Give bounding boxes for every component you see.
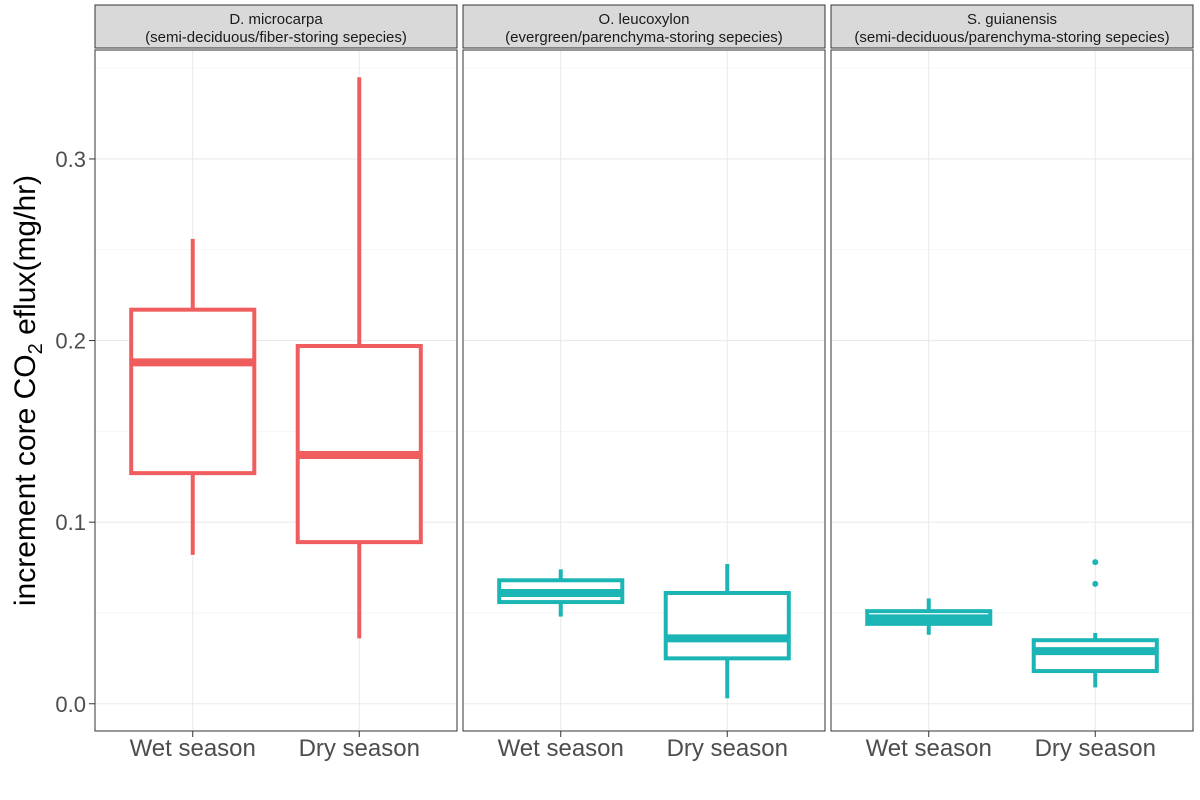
y-axis-label-part: increment core CO [9,354,42,606]
box-iqr [1031,638,1159,674]
panel-background [831,50,1193,731]
facet-subtitle: (semi-deciduous/fiber-storing sepecies) [145,29,407,46]
y-tick-label: 0.2 [55,329,86,354]
box-wet-season [497,569,625,617]
facet-strip [830,4,1194,49]
facet-subtitle: (evergreen/parenchyma-storing sepecies) [505,29,783,46]
facet-title: O. leucoxylon [599,11,690,28]
facet-strip [94,4,458,49]
facet-title: S. guianensis [967,11,1057,28]
box-wet-season [865,598,993,635]
panel-border [94,49,458,732]
y-axis-label-part: eflux(mg/hr) [9,175,42,343]
x-tick-label: Wet season [130,735,256,762]
box-wet-season [129,238,257,555]
y-axis-label-subscript: 2 [25,343,47,354]
x-tick-label: Dry season [667,735,788,762]
outlier-point [1092,580,1099,587]
box-iqr [663,590,791,661]
facet-subtitle: (semi-deciduous/parenchyma-storing sepec… [854,29,1169,46]
facet-panel: D. microcarpa(semi-deciduous/fiber-stori… [94,4,458,762]
facet-strip [462,4,826,49]
y-tick-label: 0.0 [55,692,86,717]
facet-title: D. microcarpa [229,11,323,28]
y-axis-title: increment core CO2 eflux(mg/hr) [9,175,47,606]
y-tick-label: 0.1 [55,510,86,535]
x-tick-label: Dry season [299,735,420,762]
x-tick-label: Wet season [866,735,992,762]
box-dry-season [663,563,791,699]
box-dry-season [1031,559,1159,688]
y-tick-label: 0.3 [55,147,86,172]
box-dry-season [295,77,423,639]
box-iqr [129,307,257,476]
x-tick-label: Dry season [1035,735,1156,762]
y-axis-label: increment core CO2 eflux(mg/hr) [9,175,47,606]
x-tick-label: Wet season [498,735,624,762]
y-axis-ticks: 0.0 0.1 0.2 0.3 [55,147,95,717]
facet-panel: S. guianensis(semi-deciduous/parenchyma-… [830,4,1194,762]
box-iqr [295,344,423,545]
panel-border [830,49,1194,732]
outlier-point [1092,559,1099,566]
facet-panel: O. leucoxylon(evergreen/parenchyma-stori… [462,4,826,762]
facet-panels: D. microcarpa(semi-deciduous/fiber-stori… [94,4,1194,762]
panel-border [462,49,826,732]
